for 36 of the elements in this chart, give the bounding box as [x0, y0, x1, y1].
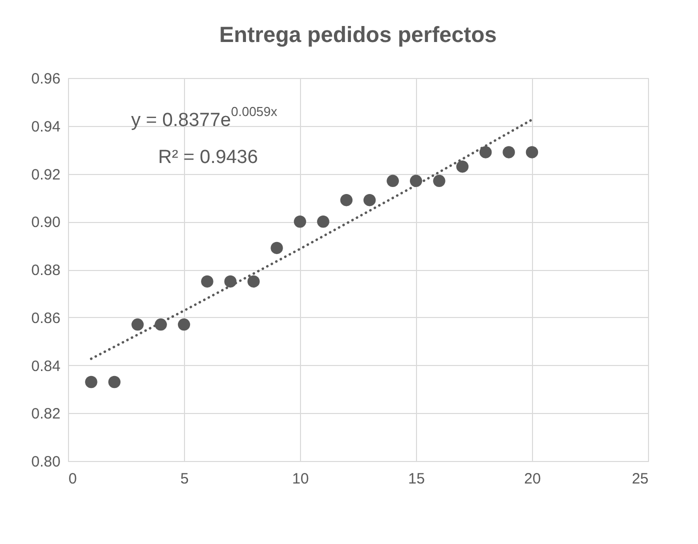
point: [270, 242, 283, 254]
point: [479, 146, 492, 158]
point: [526, 146, 538, 158]
y-tick-label: 0.88: [31, 262, 60, 279]
point: [363, 194, 376, 206]
x-tick-label: 15: [408, 470, 425, 488]
point: [131, 318, 144, 331]
point: [340, 194, 353, 206]
point: [433, 174, 446, 188]
point: [386, 174, 399, 188]
annotation: R² = 0.9436: [158, 147, 258, 168]
chart-title: Entrega pedidos perfectos: [219, 22, 497, 47]
x-tick-label: 20: [524, 470, 541, 488]
point: [85, 376, 98, 388]
x-tick-label: 5: [180, 470, 189, 488]
y-tick-label: 0.84: [31, 358, 60, 375]
x-tick-label: 10: [292, 470, 309, 488]
y-tick-label: 0.86: [31, 310, 60, 327]
y-tick-label: 0.96: [31, 70, 60, 88]
point: [294, 216, 306, 228]
point: [178, 318, 190, 331]
point: [247, 275, 260, 288]
point: [317, 216, 330, 228]
y-tick-label: 0.94: [31, 118, 60, 136]
point: [502, 146, 515, 158]
y-tick-label: 0.80: [31, 454, 60, 470]
point: [201, 275, 214, 288]
point: [456, 160, 469, 173]
point: [108, 376, 121, 388]
x-tick-label: 0: [68, 470, 77, 488]
y-tick-label: 0.90: [31, 214, 60, 232]
y-tick-label: 0.82: [31, 406, 60, 423]
point: [224, 275, 237, 288]
y-tick-label: 0.92: [31, 166, 60, 184]
x-tick-label: 25: [632, 470, 648, 488]
point: [410, 174, 422, 188]
